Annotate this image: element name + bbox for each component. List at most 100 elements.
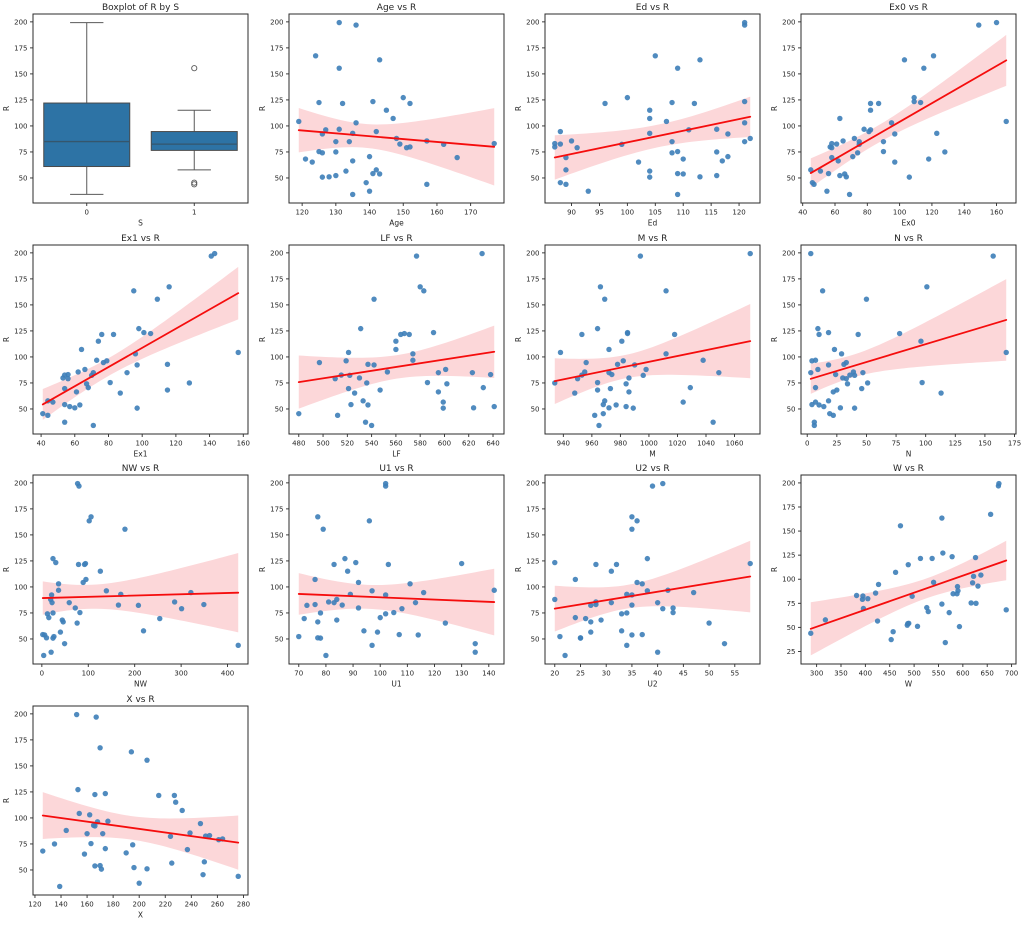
data-point — [906, 620, 912, 627]
data-point — [725, 153, 731, 160]
plot-title: Ed vs R — [636, 3, 669, 13]
x-tick-label: 300 — [810, 670, 823, 678]
y-axis-label: R — [258, 336, 267, 341]
axes-frame — [544, 474, 761, 665]
x-tick-label: 50 — [862, 439, 871, 447]
data-point — [184, 846, 191, 852]
data-point — [164, 361, 171, 367]
data-point — [917, 99, 924, 106]
data-point — [864, 379, 871, 386]
data-point — [349, 191, 356, 198]
y-tick-label: 175 — [14, 44, 27, 52]
axes-frame — [32, 13, 249, 204]
data-point — [325, 599, 332, 605]
data-point — [660, 480, 666, 487]
y-tick-label: 75 — [19, 840, 28, 848]
x-tick-label: 160 — [80, 900, 93, 908]
data-point — [396, 631, 402, 638]
confidence-band — [554, 303, 751, 404]
regression-line — [41, 814, 240, 844]
data-point — [812, 357, 819, 363]
data-point — [993, 19, 1000, 26]
scatter-points — [40, 711, 241, 889]
data-point — [95, 338, 102, 344]
data-point — [874, 618, 881, 624]
data-point — [608, 568, 615, 574]
data-point — [851, 404, 858, 411]
scatter-points — [808, 250, 1009, 428]
y-tick-label: 100 — [526, 583, 539, 591]
data-point — [671, 331, 678, 337]
data-point — [829, 140, 835, 147]
data-point — [235, 873, 241, 879]
data-point — [83, 380, 90, 386]
data-point — [312, 601, 318, 608]
plot-canvas: 70 80 90 100 110 120 130 140 50 75 100 125 150 175 200… — [258, 464, 505, 689]
data-point — [440, 398, 446, 405]
regression-line — [809, 59, 1008, 174]
data-point — [333, 172, 339, 179]
data-point — [351, 389, 358, 396]
data-point — [897, 523, 904, 529]
y-tick-label: 100 — [526, 122, 539, 130]
data-point — [853, 592, 860, 599]
data-point — [400, 94, 406, 101]
data-point — [407, 100, 413, 107]
x-tick-label: 60 — [70, 439, 79, 447]
x-tick-label: 160 — [430, 209, 443, 217]
data-point — [353, 559, 359, 566]
data-point — [942, 639, 949, 646]
data-point — [134, 361, 140, 368]
data-point — [930, 579, 937, 586]
subplot-n-vs-r: 0 25 50 75 100 125 150 175 50 75 100 125 150 175 200 N … — [768, 231, 1024, 462]
data-point — [105, 818, 111, 824]
data-point — [811, 418, 818, 425]
y-tick-label: 200 — [526, 249, 539, 257]
data-point — [654, 649, 661, 655]
y-axis-label: R — [770, 567, 779, 572]
data-point — [309, 159, 315, 165]
data-point — [440, 404, 446, 411]
y-tick-label: 175 — [526, 505, 539, 513]
y-tick-label: 175 — [270, 275, 283, 283]
y-tick-label: 50 — [531, 405, 540, 413]
x-tick-label: 40 — [37, 439, 46, 447]
y-tick-label: 150 — [782, 70, 795, 78]
data-point — [930, 53, 937, 59]
data-point — [136, 325, 142, 331]
y-tick-label: 200 — [14, 249, 27, 257]
data-point — [301, 615, 307, 622]
x-tick-label: 55 — [730, 670, 739, 678]
data-point — [73, 711, 80, 717]
regression-line — [809, 559, 1008, 630]
data-point — [697, 174, 703, 180]
y-tick-label: 200 — [782, 18, 795, 26]
y-tick-label: 75 — [275, 609, 284, 617]
data-point — [77, 401, 83, 408]
data-point — [954, 591, 960, 597]
data-point — [331, 561, 337, 568]
data-point — [816, 331, 822, 337]
scatter-points — [296, 480, 497, 659]
confidence-band — [298, 107, 495, 186]
x-tick-label: 560 — [389, 439, 402, 447]
x-tick-label: 150 — [978, 439, 991, 447]
data-point — [825, 329, 832, 335]
data-point — [48, 592, 55, 598]
x-tick-label: 90 — [567, 209, 576, 217]
y-axis-label: R — [258, 567, 267, 572]
data-point — [921, 65, 927, 71]
data-point — [830, 388, 836, 395]
y-tick-label: 200 — [526, 18, 539, 26]
data-point — [552, 140, 558, 147]
data-point — [413, 252, 420, 259]
x-tick-label: 650 — [981, 670, 994, 678]
data-point — [606, 346, 612, 352]
data-point — [382, 611, 389, 617]
x-tick-label: 140 — [54, 900, 67, 908]
data-point — [315, 514, 321, 520]
plot-title: W vs R — [893, 464, 924, 474]
y-tick-label: 125 — [14, 327, 27, 335]
data-point — [75, 786, 81, 792]
data-point — [296, 410, 302, 416]
